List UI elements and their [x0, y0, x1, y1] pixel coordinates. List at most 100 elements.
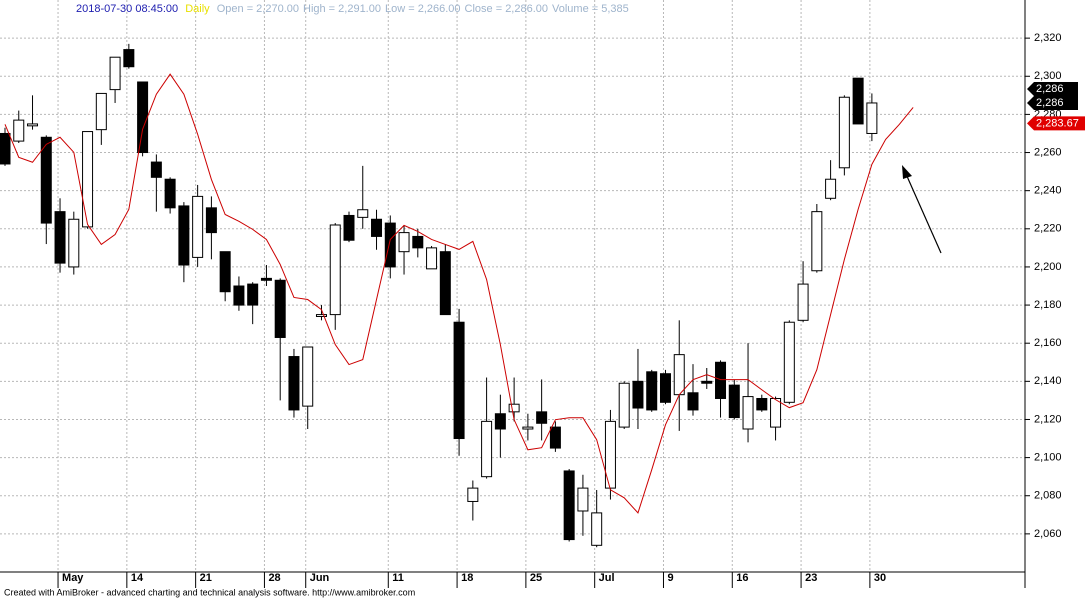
- candle-body: [54, 211, 66, 264]
- header-date: 2018-07-30 08:45:00: [76, 3, 178, 15]
- y-tick-label: 2,220: [1034, 223, 1062, 235]
- candle-body: [329, 224, 341, 316]
- header-field: Volume = 5,385: [552, 3, 629, 15]
- candle-body: [715, 361, 727, 399]
- grid: [0, 0, 1025, 572]
- x-tick-label: Jul: [599, 572, 615, 584]
- candle-body: [109, 56, 121, 91]
- x-tick-label: 16: [736, 572, 748, 584]
- candle-body: [205, 207, 217, 234]
- candle-body: [646, 371, 658, 411]
- candle-body: [797, 283, 809, 321]
- candle-body: [591, 512, 603, 546]
- candle-body: [398, 232, 410, 253]
- y-tick-label: 2,200: [1034, 261, 1062, 273]
- x-tick-label: 28: [268, 572, 280, 584]
- plot: [0, 43, 914, 548]
- candle-body: [563, 470, 575, 541]
- y-tick-label: 2,080: [1034, 490, 1062, 502]
- candle-body: [192, 195, 204, 258]
- candle-body: [494, 413, 506, 430]
- candle-body: [371, 218, 383, 237]
- y-tick-label: 2,160: [1034, 337, 1062, 349]
- candle-body: [137, 81, 149, 154]
- y-tick-label: 2,060: [1034, 528, 1062, 540]
- y-tick-label: 2,260: [1034, 146, 1062, 158]
- candle-body: [508, 403, 520, 413]
- candle-body: [13, 119, 25, 142]
- x-tick-label: 23: [805, 572, 817, 584]
- axes: 2,060 2,080 2,100 2,120 2,140 2,160 2,180 2,200…: [57, 32, 1085, 588]
- candle-body: [384, 222, 396, 268]
- candle-body: [150, 161, 162, 178]
- header-field: Close = 2,286.00: [465, 3, 548, 15]
- candle-body: [453, 321, 465, 440]
- header-field: Low = 2,266.00: [385, 3, 461, 15]
- header-interval: Daily: [185, 3, 210, 15]
- candle-body: [68, 218, 80, 268]
- candle-body: [852, 77, 864, 125]
- candle-body: [756, 397, 768, 411]
- price-label-box: [1027, 95, 1078, 110]
- y-tick-label: 2,180: [1034, 299, 1062, 311]
- candle-body: [274, 279, 286, 338]
- price-label: 2,286: [1036, 83, 1064, 95]
- candle-body: [0, 132, 11, 165]
- candle-body: [522, 426, 534, 430]
- header-field: High = 2,291.00: [303, 3, 381, 15]
- candle-body: [82, 131, 94, 228]
- candle-body: [783, 321, 795, 403]
- price-label: 2,286: [1036, 97, 1064, 109]
- candle-body: [164, 178, 176, 209]
- x-tick-label: 18: [461, 572, 473, 584]
- candle-body: [123, 49, 135, 68]
- candle-body: [439, 251, 451, 316]
- candle-body: [260, 277, 272, 281]
- candle-body: [357, 209, 369, 218]
- candle-body: [315, 314, 327, 318]
- candle-body: [178, 205, 190, 266]
- candle-body: [811, 211, 823, 272]
- candle-body: [288, 356, 300, 411]
- candle-body: [343, 214, 355, 241]
- candle-body: [467, 487, 479, 502]
- candle-body: [866, 102, 878, 134]
- annotation-arrowhead: [902, 165, 912, 179]
- candle-body: [659, 373, 671, 403]
- x-tick-label: May: [62, 572, 84, 584]
- annotation-arrow: [905, 173, 942, 254]
- candle-body: [728, 384, 740, 419]
- y-tick-label: 2,140: [1034, 375, 1062, 387]
- candle-body: [577, 487, 589, 512]
- candle-body: [219, 251, 231, 293]
- candle-body: [825, 178, 837, 199]
- header: 2018-07-30 08:45:00 Daily Open = 2,270.0…: [76, 3, 629, 15]
- y-tick-label: 2,300: [1034, 70, 1062, 82]
- candle-body: [233, 285, 245, 306]
- x-tick-label: 21: [200, 572, 212, 584]
- y-tick-label: 2,320: [1034, 32, 1062, 44]
- candle-body: [549, 426, 561, 449]
- price-label: 2,283.67: [1036, 117, 1079, 129]
- footer: Created with AmiBroker - advanced charti…: [4, 587, 415, 597]
- x-tick-label: 30: [874, 572, 886, 584]
- price-label-box: [1027, 116, 1085, 131]
- candle-body: [95, 92, 107, 131]
- candle-body: [40, 136, 52, 224]
- candle-body: [742, 396, 754, 430]
- candle-body: [632, 380, 644, 409]
- candle-body: [481, 420, 493, 478]
- x-tick-label: 14: [131, 572, 144, 584]
- candle-body: [687, 392, 699, 411]
- x-tick-label: 9: [667, 572, 673, 584]
- candle-body: [673, 354, 685, 396]
- candle-body: [27, 123, 39, 127]
- x-tick-label: Jun: [310, 572, 330, 584]
- header-field: Open = 2,270.00: [217, 3, 299, 15]
- candle-body: [426, 247, 438, 270]
- candle-body: [701, 380, 713, 384]
- x-tick-label: 11: [392, 572, 404, 584]
- y-tick-label: 2,120: [1034, 413, 1062, 425]
- ma-line: [4, 73, 914, 514]
